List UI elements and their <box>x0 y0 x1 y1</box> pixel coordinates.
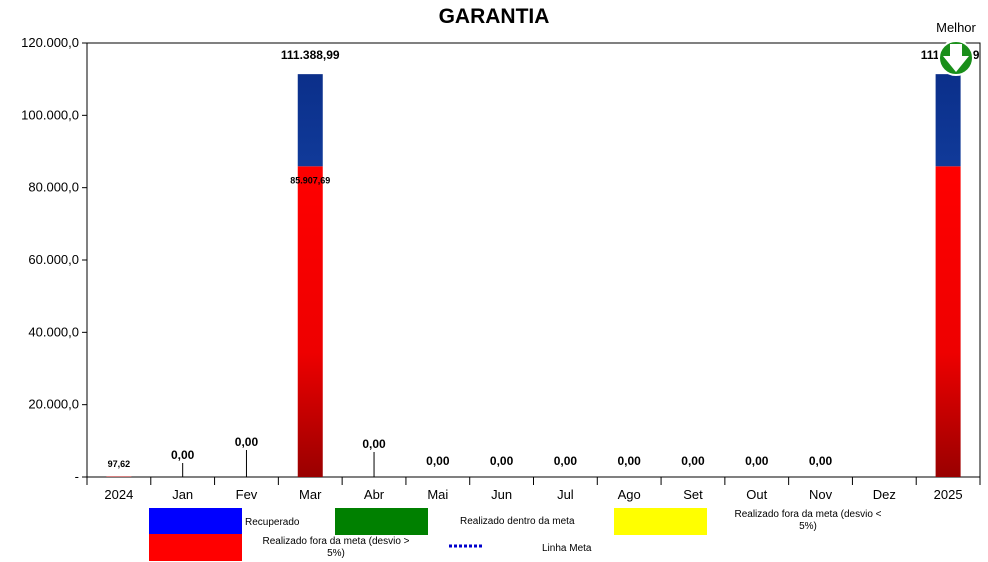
total-data-label: 0,00 <box>171 448 195 462</box>
x-tick-label: Out <box>746 487 767 502</box>
y-tick-label: 80.000,0 <box>28 180 79 195</box>
total-data-label: 0,00 <box>554 454 578 468</box>
legend-swatch <box>614 508 707 535</box>
x-tick-label: 2025 <box>934 487 963 502</box>
total-data-label: 0,00 <box>617 454 641 468</box>
total-data-label: 0,00 <box>490 454 514 468</box>
down-arrow-icon <box>938 40 974 76</box>
x-tick-label: Mar <box>299 487 322 502</box>
legend-swatch <box>149 508 242 535</box>
total-data-label: 0,00 <box>362 437 386 451</box>
chart-title: GARANTIA <box>439 5 550 28</box>
legend-label: Realizado dentro da meta <box>460 516 575 527</box>
bar-segment-recuperado <box>297 74 323 167</box>
bar-segment-realizado <box>297 166 323 477</box>
total-data-label: 0,00 <box>426 454 450 468</box>
y-tick-label: 120.000,0 <box>21 35 79 50</box>
x-tick-label: Dez <box>873 487 896 502</box>
y-tick-label: 100.000,0 <box>21 107 79 122</box>
bar-segment-realizado <box>935 166 961 477</box>
legend-swatch <box>335 508 428 535</box>
total-data-label: 0,00 <box>681 454 705 468</box>
inner-data-label: 85.907,69 <box>290 175 330 185</box>
total-data-label: 0,00 <box>745 454 769 468</box>
legend-label: Linha Meta <box>542 543 592 554</box>
y-tick-label: - <box>75 469 79 484</box>
x-tick-label: 2024 <box>104 487 133 502</box>
bar-segment-recuperado <box>935 74 961 167</box>
plot-area: - 20.000,0 40.000,0 60.000,0 80.000,0 100.000… <box>21 35 981 502</box>
x-tick-label: Mai <box>427 487 448 502</box>
total-data-label: 0,00 <box>235 435 259 449</box>
y-tick-label: 20.000,0 <box>28 397 79 412</box>
x-tick-label: Jan <box>172 487 193 502</box>
x-tick-label: Jul <box>557 487 574 502</box>
legend-label: Recuperado <box>245 517 300 528</box>
x-tick-label: Fev <box>236 487 258 502</box>
x-tick-label: Abr <box>364 487 385 502</box>
best-direction-label: Melhor <box>936 20 976 35</box>
x-tick-label: Jun <box>491 487 512 502</box>
legend: Recuperado Realizado dentro da meta Realiz… <box>149 508 882 561</box>
y-tick-label: 60.000,0 <box>28 252 79 267</box>
legend-swatch <box>149 534 242 561</box>
legend-label: Realizado fora da meta (desvio <5%) <box>734 509 881 532</box>
x-tick-label: Set <box>683 487 703 502</box>
y-tick-label: 40.000,0 <box>28 324 79 339</box>
x-tick-label: Ago <box>618 487 641 502</box>
total-data-label: 97,62 <box>108 459 131 469</box>
x-tick-label: Nov <box>809 487 833 502</box>
plot-frame <box>86 42 981 478</box>
legend-label: Realizado fora da meta (desvio >5%) <box>262 536 409 559</box>
total-data-label: 111.388,99 <box>281 48 340 62</box>
total-data-label: 0,00 <box>809 454 833 468</box>
